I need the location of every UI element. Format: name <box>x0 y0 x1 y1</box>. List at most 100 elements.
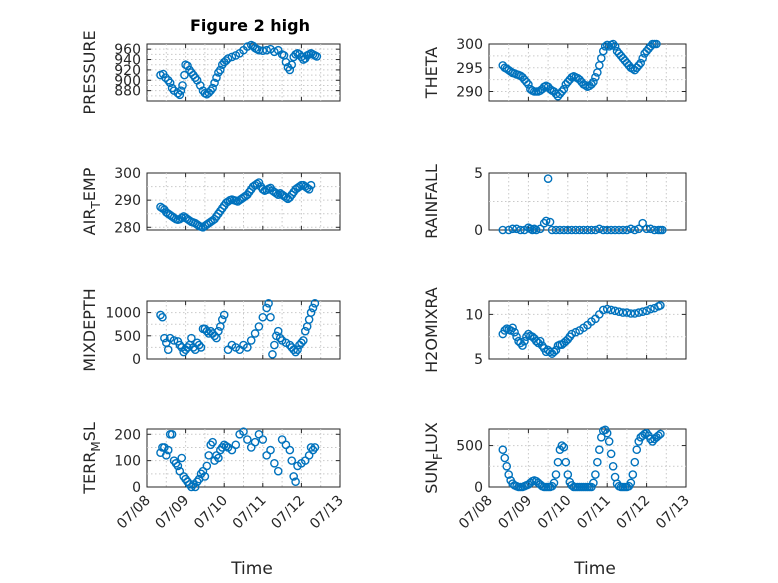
data-point <box>602 304 612 314</box>
data-point <box>214 326 223 336</box>
data-series <box>498 301 665 358</box>
data-point <box>638 53 647 63</box>
data-point <box>187 333 196 343</box>
data-point <box>270 47 279 57</box>
data-point <box>161 451 171 460</box>
data-point <box>223 54 233 63</box>
data-point <box>589 77 598 87</box>
data-point <box>177 453 187 463</box>
data-point <box>512 332 521 341</box>
y-axis-label: MIXDEPTH <box>80 288 99 371</box>
data-point <box>604 437 614 446</box>
data-point <box>158 312 167 322</box>
data-point <box>167 429 177 439</box>
data-point <box>587 80 596 89</box>
data-point <box>156 310 165 320</box>
axes-theta: 290 295 300 THETA <box>422 37 687 102</box>
data-point <box>217 315 227 324</box>
data-point <box>219 310 229 320</box>
data-point <box>175 90 185 100</box>
y-tick-label: 880 <box>114 84 141 100</box>
data-point <box>630 309 640 318</box>
y-axis-label: AIRTEMP <box>80 167 103 235</box>
data-point <box>591 72 600 82</box>
y-tick-label: 0 <box>474 223 483 239</box>
data-point <box>258 184 268 194</box>
data-point <box>273 190 283 200</box>
y-axis-label: SUNFLUX <box>422 422 445 494</box>
x-axis-label-right: Time <box>573 559 616 579</box>
data-point <box>227 52 237 62</box>
data-point <box>638 307 647 317</box>
data-point <box>634 61 644 70</box>
data-point <box>646 224 655 234</box>
data-point <box>183 343 192 352</box>
data-point <box>535 224 545 234</box>
data-point <box>183 61 192 71</box>
data-point <box>169 336 179 345</box>
data-point <box>646 434 655 444</box>
data-point <box>291 347 300 357</box>
data-point <box>598 46 608 56</box>
data-point <box>308 303 318 313</box>
data-point <box>221 441 231 451</box>
data-point <box>567 329 577 339</box>
data-point <box>522 77 531 87</box>
data-point <box>626 478 636 488</box>
data-point <box>264 299 273 308</box>
data-point <box>602 40 612 50</box>
data-point <box>163 345 173 355</box>
data-point <box>500 326 510 335</box>
y-tick-label: 295 <box>456 61 483 77</box>
data-point <box>190 482 200 492</box>
data-point <box>539 218 549 228</box>
data-point <box>510 327 519 337</box>
data-point <box>231 440 241 450</box>
data-point <box>563 470 573 479</box>
data-point <box>173 461 183 471</box>
data-point <box>591 470 600 479</box>
data-point <box>160 333 169 343</box>
data-point <box>593 457 602 467</box>
data-point <box>310 443 320 452</box>
data-point <box>498 445 508 455</box>
data-point <box>312 52 322 61</box>
data-point <box>289 345 298 355</box>
data-point <box>258 435 268 444</box>
data-point <box>266 312 275 322</box>
data-point <box>656 429 665 439</box>
data-point <box>524 80 533 89</box>
data-point <box>216 65 225 75</box>
data-point <box>646 304 655 314</box>
data-point <box>202 461 212 471</box>
data-point <box>608 39 618 49</box>
data-point <box>587 225 596 235</box>
axes-h2omixra: 5 10 H2OMIXRA <box>422 287 687 373</box>
data-point <box>632 445 642 455</box>
data-point <box>518 341 527 350</box>
data-point <box>268 350 277 359</box>
data-point <box>541 216 551 226</box>
y-tick-label: 0 <box>132 352 141 368</box>
y-tick-label: 300 <box>114 166 141 182</box>
y-tick-label: 200 <box>114 427 141 443</box>
data-point <box>567 481 577 490</box>
data-point <box>512 224 521 234</box>
data-point <box>549 478 559 488</box>
data-point <box>258 46 268 56</box>
data-point <box>210 78 219 88</box>
data-point <box>634 308 644 317</box>
data-point <box>250 329 260 338</box>
data-point <box>610 42 620 51</box>
data-point <box>602 428 612 438</box>
data-point <box>270 340 279 350</box>
grid-lines <box>489 173 686 230</box>
data-point <box>310 299 320 308</box>
y-tick-label: 940 <box>114 53 141 69</box>
axes-mixdepth: 0 500 1000 MIXDEPTH <box>80 288 341 372</box>
data-point <box>508 323 517 333</box>
data-point <box>161 73 170 82</box>
data-point <box>262 45 271 55</box>
data-series <box>156 299 320 359</box>
